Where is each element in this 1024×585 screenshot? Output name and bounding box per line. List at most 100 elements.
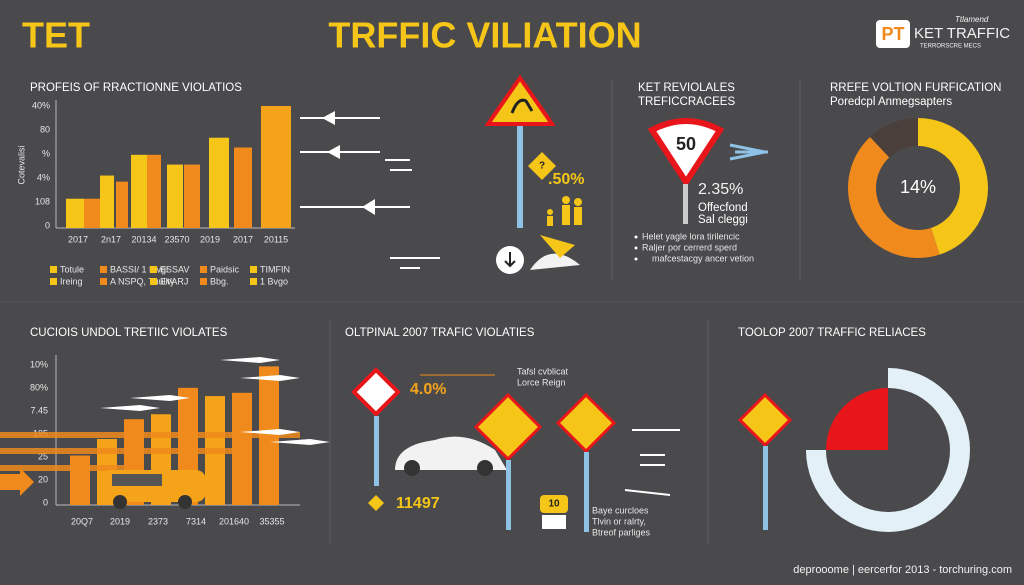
sign-post: [374, 416, 379, 486]
arrows: [624, 429, 680, 496]
badge-label: 10: [548, 499, 560, 510]
caption: Btreof parliges: [592, 527, 651, 537]
left-title: TET: [22, 15, 90, 56]
sign-post: [683, 184, 688, 224]
bullet-dot: [634, 235, 638, 239]
panel-title: OLTPINAL 2007 TRAFIC VIOLATIES: [345, 327, 535, 339]
legend-label: TIMFIN: [260, 264, 290, 274]
bar: [116, 181, 128, 228]
x-tick-label: 2017: [233, 234, 253, 244]
bar: [232, 392, 252, 505]
percent: 2.35%: [698, 181, 743, 198]
bar: [100, 175, 114, 228]
sign-figure: [510, 98, 534, 114]
wheel: [404, 460, 420, 476]
sign-post: [584, 452, 589, 532]
speed-lines: [729, 143, 768, 161]
logo-text: KET TRAFFIC: [914, 25, 1010, 42]
donut: [806, 368, 970, 533]
donut-segment: [870, 118, 918, 158]
panel-title: PROFEIS OF RRACTIONNE VIOLATIOS: [30, 82, 242, 94]
badge-base: [542, 515, 566, 529]
legend-swatch: [100, 266, 107, 273]
legend-swatch: [50, 278, 57, 285]
footer: deprooome | eercerfor 2013 - torchuring.…: [793, 564, 1012, 576]
panel-title: RREFE VOLTION FURFICATION: [830, 82, 1001, 94]
legend-swatch: [150, 278, 157, 285]
legend-swatch: [250, 278, 257, 285]
plane: [220, 357, 280, 363]
bar: [66, 198, 84, 228]
bullet-dot: [634, 257, 638, 261]
legend-swatch: [200, 266, 207, 273]
legend-label: BASSI/ 1 Mvgl: [110, 264, 168, 274]
small-sign: [528, 152, 556, 180]
speed-sign: [647, 118, 725, 188]
bullet-dot: [634, 246, 638, 250]
legend-label: ESSAV: [160, 264, 189, 274]
sub: Offecfond: [698, 202, 748, 214]
bar: [147, 154, 161, 228]
legend-swatch: [200, 278, 207, 285]
donut-segment: [826, 388, 888, 450]
donut-label: 14%: [900, 177, 936, 197]
x-tick-label: 23570: [164, 234, 189, 244]
x-tick-label: 20134: [131, 234, 156, 244]
legend-label: 1 Bvgo: [260, 276, 288, 286]
donut-segment: [918, 118, 988, 255]
y-tick-label: 0: [45, 220, 50, 230]
legend-label: EVARJ: [160, 276, 188, 286]
y-tick-label: 20: [38, 474, 48, 484]
sign-post: [517, 126, 523, 228]
y-tick-label: 4%: [37, 172, 50, 182]
y-tick-label: 25: [38, 451, 48, 461]
panel-title: TOOLOP 2007 TRAFFIC RELIACES: [738, 327, 926, 339]
legend-swatch: [250, 266, 257, 273]
y-tick-label: 0: [43, 497, 48, 507]
badge: [540, 495, 568, 513]
percent: 4.0%: [410, 381, 446, 398]
car-shape: [530, 253, 580, 270]
y-tick-label: 80: [40, 124, 50, 134]
logo-box: [876, 20, 910, 48]
legend-label: Bbg.: [210, 276, 229, 286]
bar: [131, 154, 147, 228]
x-tick-label: 201640: [219, 516, 249, 526]
bar: [84, 198, 100, 228]
y-tick-label: %: [42, 148, 50, 158]
plane: [100, 405, 160, 411]
yellow-shape: [540, 235, 575, 258]
x-tick-label: 2019: [110, 516, 130, 526]
stripe: [0, 432, 300, 438]
stripe: [0, 448, 240, 454]
panel-subtitle: TREFICCRACEES: [638, 96, 735, 108]
sub: Sal cleggi: [698, 214, 748, 226]
caption: Tlvin or ralrty,: [592, 516, 646, 526]
x-tick-label: 35355: [259, 516, 284, 526]
yellow-sign: [473, 392, 543, 462]
y-tick-label: 80%: [30, 382, 48, 392]
x-tick-label: 20Q7: [71, 516, 93, 526]
bullet-text: Helet yagle lora tirilencic: [642, 231, 740, 241]
y-tick-label: 10%: [30, 359, 48, 369]
x-tick-label: 2019: [200, 234, 220, 244]
x-tick-label: 2017: [68, 234, 88, 244]
x-tick-label: 20115: [264, 234, 288, 244]
legend-swatch: [50, 266, 57, 273]
title: TRFFIC VILIATION: [328, 15, 641, 56]
sign-post: [763, 446, 768, 530]
note: Lorce Reign: [517, 377, 566, 387]
note: Tafsl cvblicat: [517, 366, 569, 376]
plane: [270, 439, 330, 445]
bar: [234, 147, 252, 228]
yellow-sign: [737, 392, 793, 448]
plane: [130, 395, 190, 401]
wheel: [113, 495, 127, 509]
plane: [240, 429, 300, 435]
logo-sub: TERRORSCRE MECS: [920, 44, 981, 50]
bar: [167, 164, 183, 228]
stripe: [0, 465, 140, 471]
van-window: [112, 474, 162, 486]
